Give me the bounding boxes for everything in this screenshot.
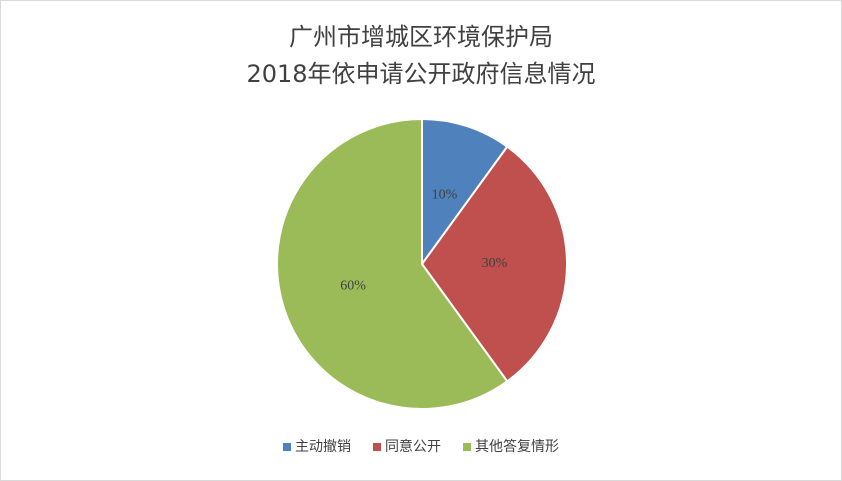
legend-swatch	[373, 443, 381, 451]
legend-label: 同意公开	[385, 438, 441, 455]
pie-slice	[276, 117, 509, 410]
chart-title: 2018年依申请公开政府信息情况	[246, 60, 595, 88]
legend-label: 其他答复情形	[475, 438, 559, 455]
legend-swatch	[463, 443, 471, 451]
data-label: 30%	[482, 256, 508, 271]
legend-swatch	[283, 443, 291, 451]
legend-label: 主动撤销	[295, 439, 351, 455]
data-label: 10%	[432, 187, 458, 202]
pie-slice	[420, 145, 568, 383]
pie-slice	[421, 117, 509, 268]
data-label: 60%	[340, 279, 366, 294]
chart-title: 广州市增城区环境保护局	[289, 23, 553, 51]
